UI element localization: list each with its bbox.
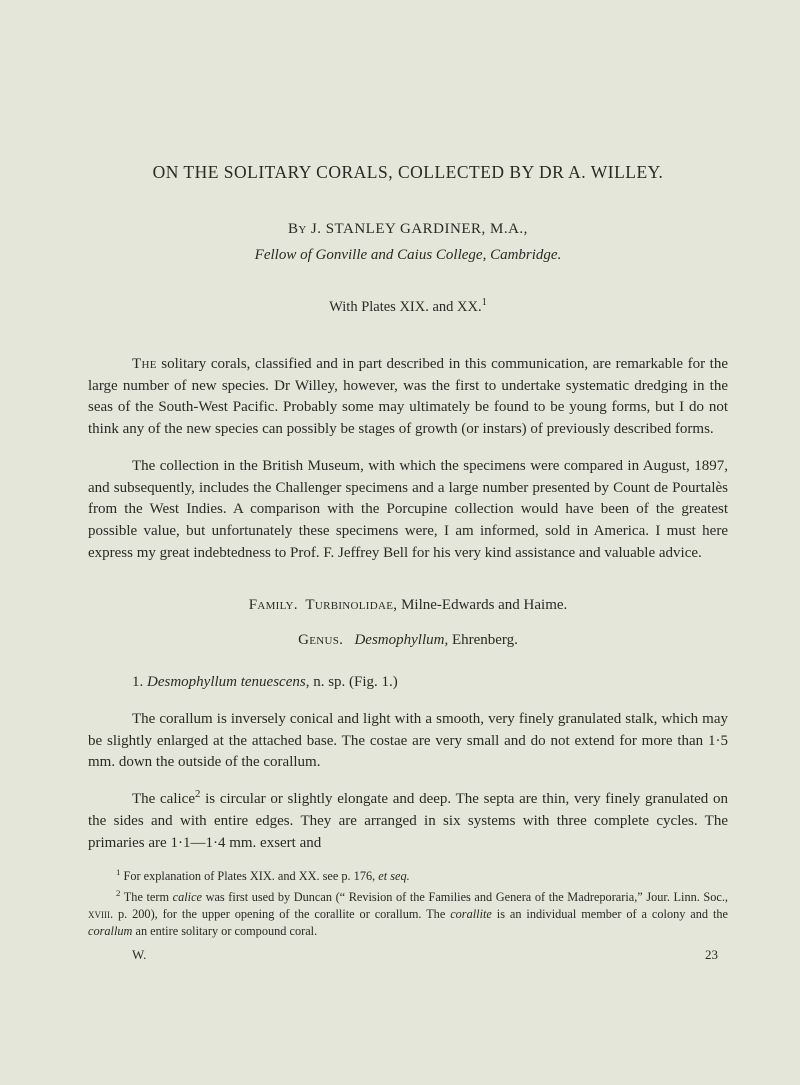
plates-footnote-ref: 1 bbox=[482, 297, 487, 308]
fn2-a: The term bbox=[120, 890, 172, 904]
fn1-it: et seq. bbox=[378, 869, 409, 883]
fn2-it3: corallum bbox=[88, 924, 132, 938]
byline: By J. STANLEY GARDINER, M.A., bbox=[88, 219, 728, 241]
footnote-1: 1 For explanation of Plates XIX. and XX.… bbox=[88, 868, 728, 885]
page: ON THE SOLITARY CORALS, COLLECTED BY DR … bbox=[0, 0, 800, 1085]
species-line: 1. Desmophyllum tenuescens, n. sp. (Fig.… bbox=[88, 672, 728, 694]
sig-left: W. bbox=[132, 946, 146, 965]
family-name: Turbinolidae, bbox=[305, 597, 397, 613]
species-name: Desmophyllum tenuescens bbox=[147, 674, 306, 690]
fn2-b: was first used by Duncan (“ Revision of … bbox=[202, 890, 728, 904]
fn2-it1: calice bbox=[173, 890, 202, 904]
paper-title: ON THE SOLITARY CORALS, COLLECTED BY DR … bbox=[88, 160, 728, 185]
para1-rest: solitary corals, classified and in part … bbox=[88, 356, 728, 437]
signature-row: W. 23 bbox=[88, 946, 728, 965]
footnote-2: 2 The term calice was first used by Dunc… bbox=[88, 889, 728, 941]
fn2-e: an entire solitary or compound coral. bbox=[132, 924, 317, 938]
fn2-d: is an individual member of a colony and … bbox=[492, 907, 728, 921]
plates-line: With Plates XIX. and XX.1 bbox=[88, 297, 728, 318]
fn1-text-a: For explanation of Plates XIX. and XX. s… bbox=[120, 869, 378, 883]
fn2-it2: corallite bbox=[450, 907, 492, 921]
family-rest: Milne-Edwards and Haime. bbox=[397, 597, 567, 613]
genus-rest: , Ehrenberg. bbox=[444, 632, 517, 648]
paragraph-1: The solitary corals, classified and in p… bbox=[88, 354, 728, 441]
family-heading: Family. Turbinolidae, Milne-Edwards and … bbox=[88, 595, 728, 617]
para1-leadword: The bbox=[132, 356, 157, 372]
paragraph-4: The calice2 is circular or slightly elon… bbox=[88, 789, 728, 854]
genus-name: Desmophyllum bbox=[354, 632, 444, 648]
intro-block: The solitary corals, classified and in p… bbox=[88, 354, 728, 565]
genus-label: Genus. bbox=[298, 632, 343, 648]
affiliation: Fellow of Gonville and Caius College, Ca… bbox=[88, 245, 728, 267]
footnotes: 1 For explanation of Plates XIX. and XX.… bbox=[88, 868, 728, 940]
plates-text: With Plates XIX. and XX. bbox=[329, 299, 481, 315]
family-label: Family. bbox=[249, 597, 298, 613]
para4-pre: The calice bbox=[132, 791, 195, 807]
paragraph-3: The corallum is inversely conical and li… bbox=[88, 709, 728, 774]
species-rest: , n. sp. (Fig. 1.) bbox=[306, 674, 398, 690]
byline-name: J. STANLEY GARDINER, M.A., bbox=[311, 221, 528, 237]
genus-heading: Genus. Desmophyllum, Ehrenberg. bbox=[88, 630, 728, 652]
fn2-vol: xviii. bbox=[88, 907, 113, 921]
paragraph-2: The collection in the British Museum, wi… bbox=[88, 456, 728, 565]
fn2-c: p. 200), for the upper opening of the co… bbox=[113, 907, 450, 921]
species-number: 1. bbox=[132, 674, 147, 690]
byline-by: By bbox=[288, 221, 307, 237]
page-number: 23 bbox=[705, 946, 718, 965]
